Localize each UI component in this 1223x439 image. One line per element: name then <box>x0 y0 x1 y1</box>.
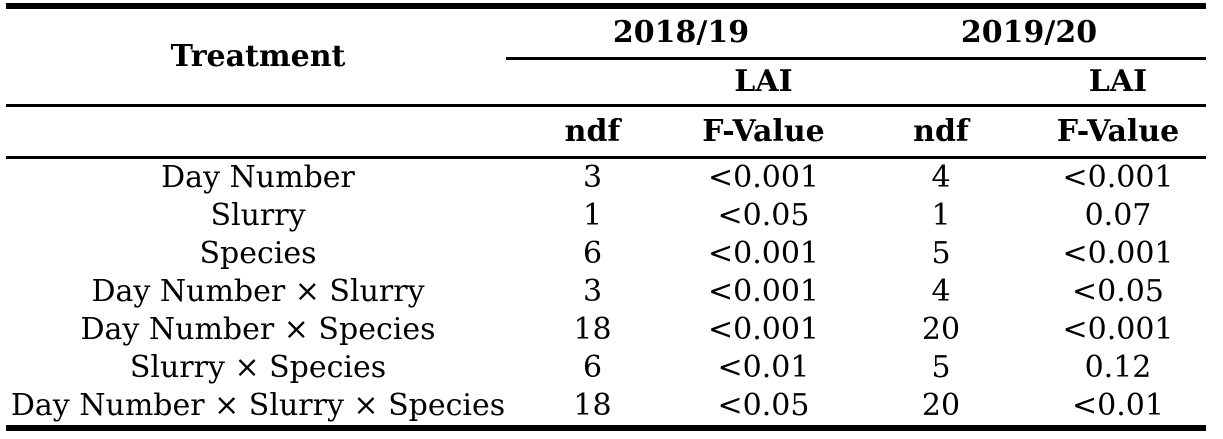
ndf-value: 20 <box>921 388 961 423</box>
f-value: <0.05 <box>717 388 810 423</box>
ndf-value: 6 <box>582 350 603 385</box>
year-group-header-2018-19: 2018/19 <box>612 15 750 50</box>
treatment-column-header: Treatment <box>170 38 346 74</box>
ndf-value: 18 <box>573 312 612 347</box>
treatment-label: Day Number × Slurry × Species <box>10 388 506 423</box>
ndf-value: 4 <box>931 274 951 309</box>
treatment-label: Day Number × Slurry <box>91 274 425 309</box>
ndf-value: 4 <box>931 160 951 195</box>
year-group-underline-rule <box>506 57 1206 60</box>
treatment-label: Species <box>199 236 317 271</box>
f-value: 0.07 <box>1084 198 1152 233</box>
ndf-value: 3 <box>582 160 603 195</box>
f-value: <0.001 <box>707 160 820 195</box>
ndf-value: 3 <box>582 274 603 309</box>
year-group-header-2019-20: 2019/20 <box>960 15 1098 50</box>
f-value: <0.05 <box>1072 274 1164 309</box>
body-divider-rule <box>6 156 1206 159</box>
ndf-value: 1 <box>931 198 951 233</box>
measure-header-lai-2019-20: LAI <box>1088 64 1148 99</box>
stat-header-fvalue-2: F-Value <box>1056 113 1180 149</box>
ndf-value: 5 <box>931 236 951 271</box>
f-value: <0.001 <box>1062 160 1174 195</box>
ndf-value: 20 <box>921 312 961 347</box>
f-value: <0.001 <box>707 274 820 309</box>
anova-results-table: Treatment 2018/19 2019/20 LAI LAI ndf F-… <box>6 3 1206 431</box>
stat-header-fvalue-1: F-Value <box>702 113 825 149</box>
header-divider-rule <box>6 104 1206 107</box>
treatment-label: Day Number × Species <box>80 312 436 347</box>
treatment-label: Day Number <box>161 160 355 195</box>
f-value: <0.01 <box>1072 388 1164 423</box>
f-value: <0.01 <box>717 350 810 385</box>
stat-header-ndf-1: ndf <box>564 113 621 149</box>
measure-header-lai-2018-19: LAI <box>734 64 793 99</box>
f-value: <0.05 <box>717 198 810 233</box>
f-value: <0.001 <box>707 236 820 271</box>
stat-header-ndf-2: ndf <box>913 113 969 149</box>
f-value: <0.001 <box>707 312 820 347</box>
f-value: 0.12 <box>1084 350 1152 385</box>
ndf-value: 6 <box>582 236 603 271</box>
ndf-value: 1 <box>582 198 603 233</box>
ndf-value: 5 <box>931 350 951 385</box>
treatment-label: Slurry × Species <box>129 350 387 385</box>
f-value: <0.001 <box>1062 236 1174 271</box>
ndf-value: 18 <box>573 388 612 423</box>
treatment-label: Slurry <box>210 198 306 233</box>
f-value: <0.001 <box>1062 312 1174 347</box>
